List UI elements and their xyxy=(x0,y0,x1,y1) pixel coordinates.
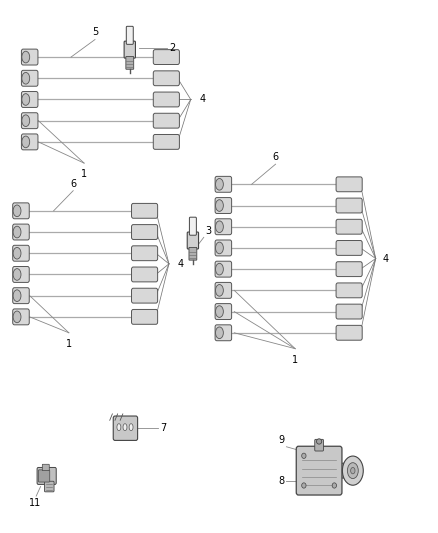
FancyBboxPatch shape xyxy=(296,446,342,495)
Ellipse shape xyxy=(22,51,30,63)
FancyBboxPatch shape xyxy=(131,288,158,303)
Ellipse shape xyxy=(215,200,223,212)
FancyBboxPatch shape xyxy=(13,309,29,325)
FancyBboxPatch shape xyxy=(153,50,180,64)
Ellipse shape xyxy=(13,311,21,322)
FancyBboxPatch shape xyxy=(124,41,135,58)
FancyBboxPatch shape xyxy=(21,92,38,108)
FancyBboxPatch shape xyxy=(42,464,49,471)
Ellipse shape xyxy=(215,306,223,317)
Ellipse shape xyxy=(347,463,358,479)
Text: 6: 6 xyxy=(70,179,76,189)
FancyBboxPatch shape xyxy=(113,416,138,440)
FancyBboxPatch shape xyxy=(336,283,362,298)
Text: 1: 1 xyxy=(66,339,72,349)
Ellipse shape xyxy=(117,424,121,431)
Text: 4: 4 xyxy=(382,254,389,263)
FancyBboxPatch shape xyxy=(336,325,362,340)
FancyBboxPatch shape xyxy=(153,134,180,149)
FancyBboxPatch shape xyxy=(13,203,29,219)
Text: 4: 4 xyxy=(199,94,205,104)
FancyBboxPatch shape xyxy=(21,134,38,150)
Ellipse shape xyxy=(13,226,21,238)
FancyBboxPatch shape xyxy=(336,198,362,213)
Text: 5: 5 xyxy=(92,27,98,37)
FancyBboxPatch shape xyxy=(21,70,38,86)
FancyBboxPatch shape xyxy=(215,325,232,341)
FancyBboxPatch shape xyxy=(336,304,362,319)
Ellipse shape xyxy=(22,72,30,84)
FancyBboxPatch shape xyxy=(153,71,180,86)
Ellipse shape xyxy=(332,483,336,488)
FancyBboxPatch shape xyxy=(13,266,29,282)
Ellipse shape xyxy=(317,439,322,444)
FancyBboxPatch shape xyxy=(126,26,133,44)
Ellipse shape xyxy=(22,136,30,148)
Ellipse shape xyxy=(302,483,306,488)
Ellipse shape xyxy=(123,424,127,431)
Ellipse shape xyxy=(215,263,223,275)
Text: 3: 3 xyxy=(205,227,211,236)
Ellipse shape xyxy=(13,247,21,259)
FancyBboxPatch shape xyxy=(336,219,362,234)
Ellipse shape xyxy=(351,467,355,474)
FancyBboxPatch shape xyxy=(21,49,38,65)
FancyBboxPatch shape xyxy=(45,481,54,492)
Ellipse shape xyxy=(13,205,21,216)
FancyBboxPatch shape xyxy=(126,56,134,69)
FancyBboxPatch shape xyxy=(131,246,158,261)
Ellipse shape xyxy=(215,221,223,232)
Ellipse shape xyxy=(13,269,21,280)
FancyBboxPatch shape xyxy=(187,232,198,249)
Text: 1: 1 xyxy=(292,355,298,365)
FancyBboxPatch shape xyxy=(153,114,180,128)
FancyBboxPatch shape xyxy=(131,204,158,218)
Text: 8: 8 xyxy=(278,477,284,486)
FancyBboxPatch shape xyxy=(189,217,196,235)
FancyBboxPatch shape xyxy=(13,288,29,304)
Ellipse shape xyxy=(215,285,223,296)
Ellipse shape xyxy=(343,456,363,485)
FancyBboxPatch shape xyxy=(215,282,232,298)
FancyBboxPatch shape xyxy=(215,219,232,235)
FancyBboxPatch shape xyxy=(189,247,197,260)
FancyBboxPatch shape xyxy=(39,470,49,482)
Ellipse shape xyxy=(22,94,30,106)
Text: 2: 2 xyxy=(169,43,175,53)
Text: 4: 4 xyxy=(178,259,184,269)
Text: 1: 1 xyxy=(81,169,87,180)
FancyBboxPatch shape xyxy=(336,240,362,255)
Text: 9: 9 xyxy=(278,435,284,445)
Ellipse shape xyxy=(22,115,30,126)
Text: 11: 11 xyxy=(29,498,41,508)
Ellipse shape xyxy=(13,290,21,302)
Ellipse shape xyxy=(129,424,133,431)
FancyBboxPatch shape xyxy=(21,113,38,128)
Text: 6: 6 xyxy=(272,152,279,162)
FancyBboxPatch shape xyxy=(215,198,232,214)
FancyBboxPatch shape xyxy=(215,261,232,277)
Ellipse shape xyxy=(215,179,223,190)
FancyBboxPatch shape xyxy=(215,176,232,192)
FancyBboxPatch shape xyxy=(337,463,348,478)
FancyBboxPatch shape xyxy=(37,467,56,484)
Text: 7: 7 xyxy=(160,423,166,433)
FancyBboxPatch shape xyxy=(13,245,29,261)
FancyBboxPatch shape xyxy=(131,224,158,239)
FancyBboxPatch shape xyxy=(131,310,158,324)
FancyBboxPatch shape xyxy=(153,92,180,107)
Ellipse shape xyxy=(215,242,223,254)
Ellipse shape xyxy=(215,327,223,338)
FancyBboxPatch shape xyxy=(13,224,29,240)
FancyBboxPatch shape xyxy=(315,439,323,451)
FancyBboxPatch shape xyxy=(131,267,158,282)
FancyBboxPatch shape xyxy=(336,262,362,277)
FancyBboxPatch shape xyxy=(215,304,232,319)
FancyBboxPatch shape xyxy=(215,240,232,256)
FancyBboxPatch shape xyxy=(336,177,362,192)
Ellipse shape xyxy=(302,453,306,458)
